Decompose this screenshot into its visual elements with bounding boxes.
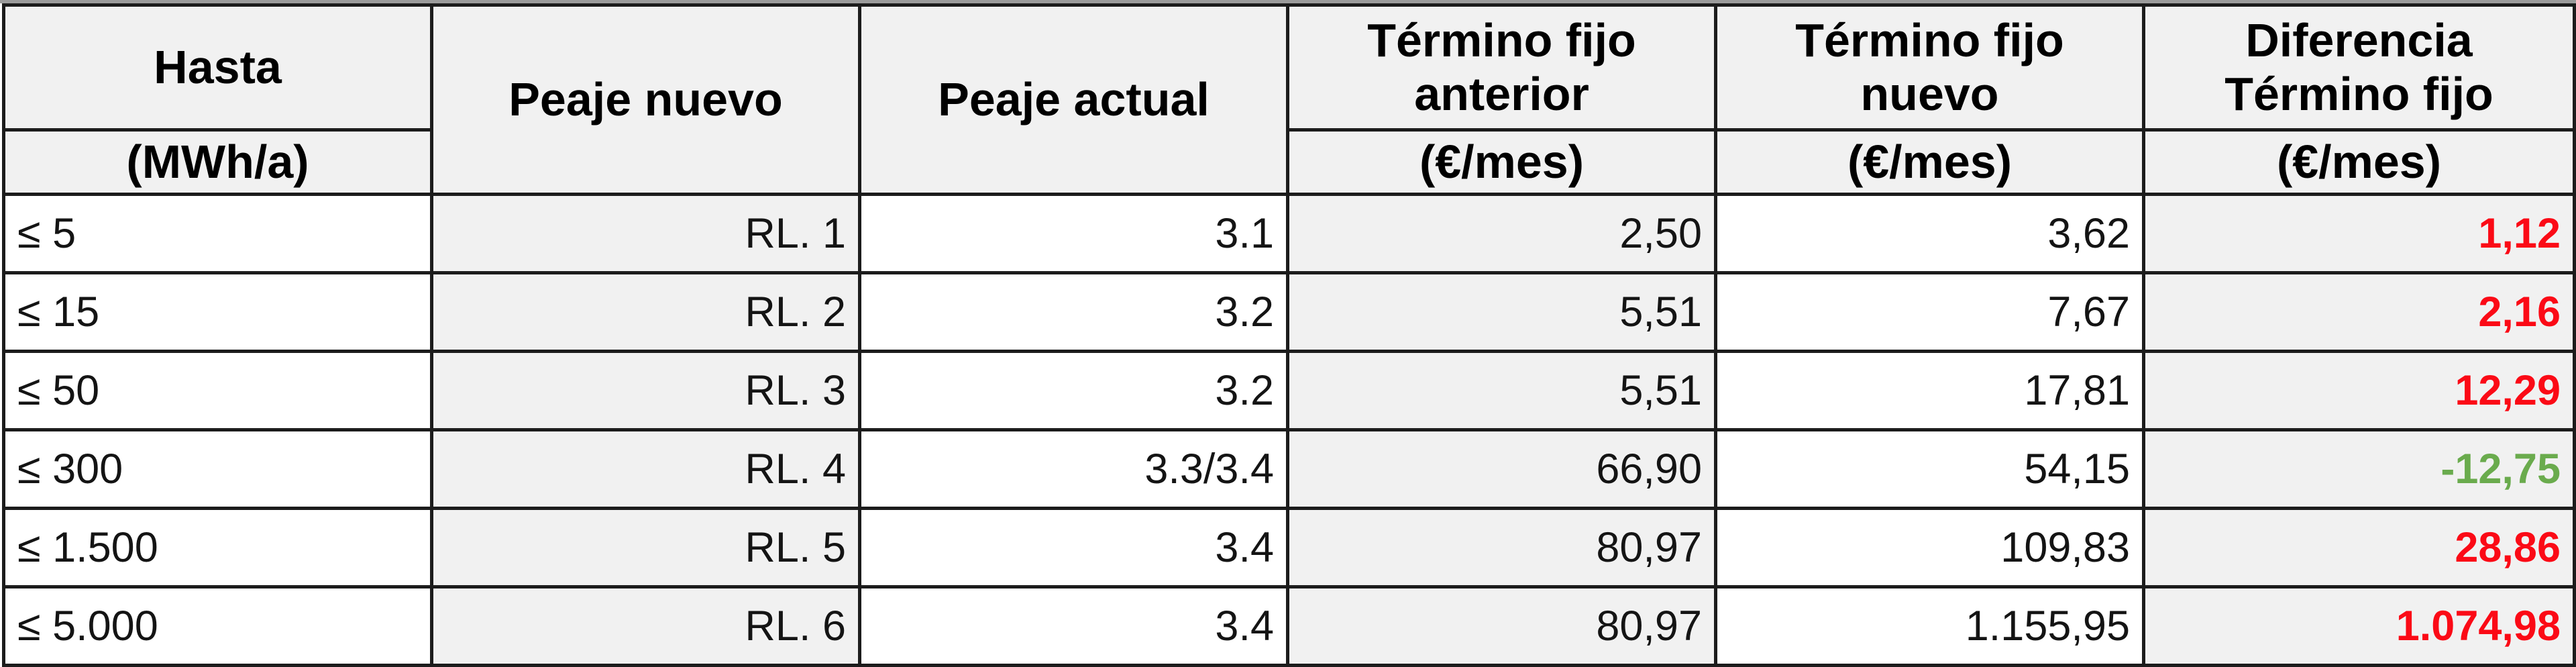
cell-termino-fijo-nuevo: 109,83 — [1714, 507, 2145, 588]
cell-hasta: ≤ 300 — [2, 428, 433, 510]
top-edge-line — [0, 0, 2576, 3]
cell-peaje-actual: 3.1 — [858, 193, 1289, 274]
cell-diferencia: 1,12 — [2142, 193, 2576, 274]
cell-termino-fijo-nuevo: 3,62 — [1714, 193, 2145, 274]
subheader-termino-fijo-nuevo-units: (€/mes) — [1714, 128, 2145, 196]
cell-peaje-actual: 3.4 — [858, 507, 1289, 588]
cell-hasta: ≤ 1.500 — [2, 507, 433, 588]
cell-termino-fijo-nuevo: 1.155,95 — [1714, 585, 2145, 667]
cell-hasta: ≤ 15 — [2, 271, 433, 353]
cell-termino-fijo-anterior: 5,51 — [1286, 271, 1717, 353]
cell-hasta: ≤ 5 — [2, 193, 433, 274]
table-row: ≤ 15 RL. 2 3.2 5,51 7,67 2,16 — [2, 271, 2576, 353]
cell-peaje-nuevo: RL. 3 — [430, 350, 861, 431]
cell-peaje-nuevo: RL. 4 — [430, 428, 861, 510]
subheader-termino-fijo-anterior-units: (€/mes) — [1286, 128, 1717, 196]
header-peaje-actual: Peaje actual — [858, 3, 1289, 196]
table-row: ≤ 50 RL. 3 3.2 5,51 17,81 12,29 — [2, 350, 2576, 431]
subheader-diferencia-units: (€/mes) — [2142, 128, 2576, 196]
cell-termino-fijo-anterior: 80,97 — [1286, 507, 1717, 588]
cell-peaje-nuevo: RL. 1 — [430, 193, 861, 274]
subheader-hasta-units: (MWh/a) — [2, 128, 433, 196]
cell-hasta: ≤ 5.000 — [2, 585, 433, 667]
table-row: ≤ 5.000 RL. 6 3.4 80,97 1.155,95 1.074,98 — [2, 585, 2576, 667]
tariff-comparison-table: Hasta Peaje nuevo Peaje actual Término f… — [2, 3, 2576, 667]
header-peaje-nuevo: Peaje nuevo — [430, 3, 861, 196]
header-termino-fijo-nuevo: Término fijo nuevo — [1714, 3, 2145, 132]
cell-diferencia: 28,86 — [2142, 507, 2576, 588]
table-row: ≤ 5 RL. 1 3.1 2,50 3,62 1,12 — [2, 193, 2576, 274]
cell-peaje-nuevo: RL. 6 — [430, 585, 861, 667]
cell-peaje-actual: 3.4 — [858, 585, 1289, 667]
cell-diferencia: 1.074,98 — [2142, 585, 2576, 667]
header-row-units: (MWh/a) (€/mes) (€/mes) (€/mes) — [2, 128, 2576, 196]
cell-peaje-nuevo: RL. 2 — [430, 271, 861, 353]
cell-termino-fijo-nuevo: 7,67 — [1714, 271, 2145, 353]
cell-peaje-actual: 3.2 — [858, 271, 1289, 353]
cell-termino-fijo-nuevo: 54,15 — [1714, 428, 2145, 510]
cell-diferencia: -12,75 — [2142, 428, 2576, 510]
table-row: ≤ 300 RL. 4 3.3/3.4 66,90 54,15 -12,75 — [2, 428, 2576, 510]
header-diferencia-termino-fijo: Diferencia Término fijo — [2142, 3, 2576, 132]
header-termino-fijo-anterior: Término fijo anterior — [1286, 3, 1717, 132]
cell-diferencia: 12,29 — [2142, 350, 2576, 431]
cell-termino-fijo-anterior: 2,50 — [1286, 193, 1717, 274]
cell-termino-fijo-anterior: 66,90 — [1286, 428, 1717, 510]
cell-diferencia: 2,16 — [2142, 271, 2576, 353]
table-body: ≤ 5 RL. 1 3.1 2,50 3,62 1,12 ≤ 15 RL. 2 3.2 5,51 7… — [2, 193, 2576, 667]
cell-termino-fijo-anterior: 5,51 — [1286, 350, 1717, 431]
cell-peaje-actual: 3.2 — [858, 350, 1289, 431]
cell-peaje-nuevo: RL. 5 — [430, 507, 861, 588]
header-row-main: Hasta Peaje nuevo Peaje actual Término f… — [2, 3, 2576, 196]
cell-termino-fijo-nuevo: 17,81 — [1714, 350, 2145, 431]
cell-hasta: ≤ 50 — [2, 350, 433, 431]
table-row: ≤ 1.500 RL. 5 3.4 80,97 109,83 28,86 — [2, 507, 2576, 588]
cell-termino-fijo-anterior: 80,97 — [1286, 585, 1717, 667]
header-hasta: Hasta — [2, 3, 433, 132]
cell-peaje-actual: 3.3/3.4 — [858, 428, 1289, 510]
